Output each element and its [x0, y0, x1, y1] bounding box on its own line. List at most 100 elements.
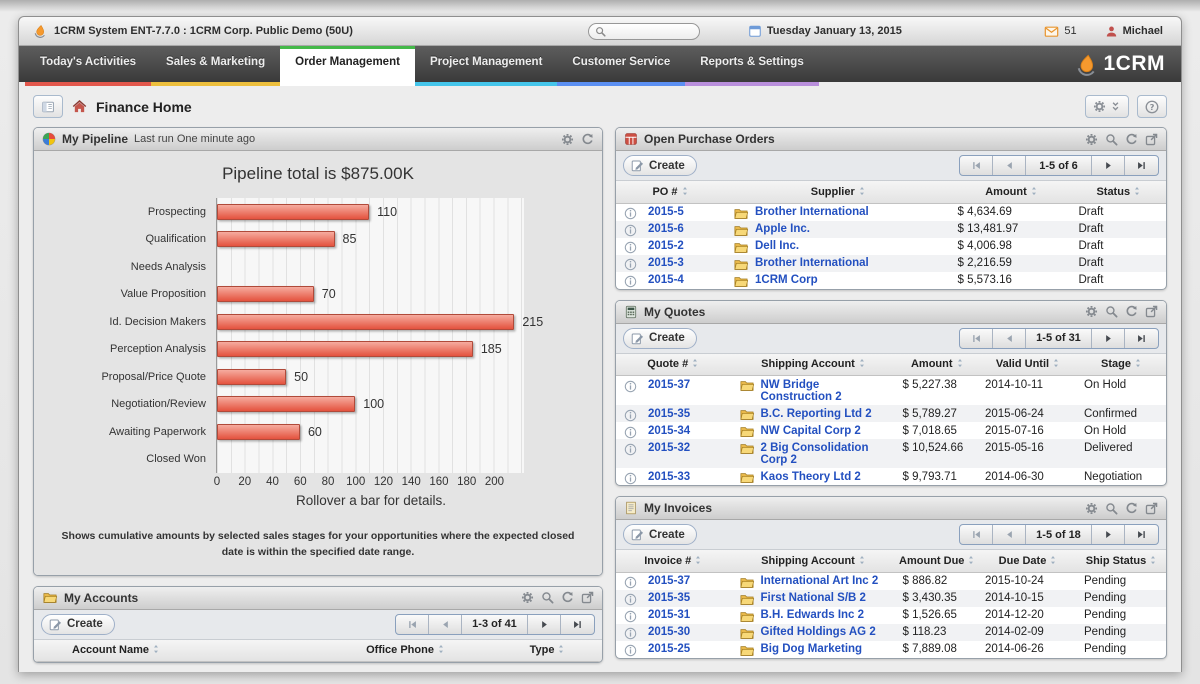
record-link[interactable]: 2015-32 — [648, 441, 691, 454]
refresh-icon[interactable] — [561, 591, 574, 604]
column-header[interactable]: Valid Until — [979, 353, 1078, 376]
folder-icon[interactable] — [733, 224, 749, 238]
column-header[interactable]: Due Date — [979, 550, 1078, 573]
info-icon[interactable] — [624, 610, 637, 623]
folder-icon[interactable] — [739, 379, 755, 393]
info-icon[interactable] — [624, 472, 637, 485]
nav-tab[interactable]: Project Management — [414, 46, 558, 86]
record-link[interactable]: 2015-37 — [648, 575, 691, 587]
account-link[interactable]: Kaos Theory Ltd 2 — [760, 470, 861, 483]
column-header[interactable]: Shipping Account — [731, 353, 897, 376]
sort-icon[interactable] — [857, 555, 867, 565]
info-icon[interactable] — [624, 409, 637, 422]
table-row[interactable]: 2015-6 Apple Inc. $ 13,481.97 Draft — [616, 220, 1166, 238]
create-button[interactable]: Create — [41, 613, 115, 635]
nav-tab[interactable]: Sales & Marketing — [151, 46, 281, 86]
chart-bar[interactable]: 70 — [217, 286, 336, 303]
search-input[interactable] — [608, 25, 687, 37]
sidebar-toggle-button[interactable] — [33, 95, 63, 118]
chart-bar[interactable]: 50 — [217, 368, 308, 385]
info-icon[interactable] — [624, 241, 637, 254]
account-link[interactable]: Apple Inc. — [755, 223, 810, 235]
info-icon[interactable] — [624, 380, 637, 393]
date-display[interactable]: Tuesday January 13, 2015 — [748, 24, 902, 38]
pager-next-button[interactable] — [528, 614, 561, 634]
account-link[interactable]: Brother International — [755, 257, 869, 269]
sort-icon[interactable] — [680, 186, 690, 196]
record-link[interactable]: 2015-31 — [648, 609, 691, 621]
folder-icon[interactable] — [733, 241, 749, 255]
info-icon[interactable] — [624, 644, 637, 657]
folder-icon[interactable] — [739, 408, 755, 422]
folder-icon[interactable] — [739, 425, 755, 439]
folder-icon[interactable] — [739, 442, 755, 456]
record-link[interactable]: 2015-2 — [648, 240, 684, 252]
external-link-icon[interactable] — [581, 591, 594, 604]
chart-bar[interactable]: 110 — [217, 203, 397, 220]
column-header[interactable]: Amount — [896, 353, 979, 376]
table-row[interactable]: 2015-37 NW Bridge Construction 2 $ 5,227.3… — [616, 376, 1166, 406]
table-row[interactable]: 2015-33 Kaos Theory Ltd 2 $ 9,793.71 2014-0… — [616, 468, 1166, 485]
pager-first-button[interactable] — [960, 525, 993, 544]
folder-icon[interactable] — [739, 593, 755, 607]
column-header[interactable]: Shipping Account — [731, 550, 897, 573]
account-link[interactable]: NW Capital Corp 2 — [760, 424, 861, 437]
refresh-icon[interactable] — [1125, 305, 1138, 318]
table-row[interactable]: 2015-35 B.C. Reporting Ltd 2 $ 5,789.27 201… — [616, 405, 1166, 422]
record-link[interactable]: 2015-35 — [648, 592, 691, 604]
table-row[interactable]: 2015-31 B.H. Edwards Inc 2 $ 1,526.65 2014-… — [616, 607, 1166, 624]
chart-bar[interactable]: 185 — [217, 341, 502, 358]
gear-icon[interactable] — [561, 133, 574, 146]
info-icon[interactable] — [624, 593, 637, 606]
account-link[interactable]: International Art Inc 2 — [760, 575, 879, 587]
create-button[interactable]: Create — [623, 155, 697, 176]
record-link[interactable]: 2015-25 — [648, 643, 691, 655]
account-link[interactable]: Dell Inc. — [755, 240, 800, 252]
account-link[interactable]: B.H. Edwards Inc 2 — [760, 609, 865, 621]
folder-icon[interactable] — [739, 610, 755, 624]
sort-icon[interactable] — [1051, 358, 1061, 368]
sort-icon[interactable] — [1048, 555, 1058, 565]
account-link[interactable]: 2 Big Consolidation Corp 2 — [760, 441, 869, 466]
search-icon[interactable] — [541, 591, 554, 604]
gear-icon[interactable] — [521, 591, 534, 604]
record-link[interactable]: 2015-3 — [648, 257, 684, 269]
table-row[interactable]: 2015-32 2 Big Consolidation Corp 2 $ 10,52… — [616, 439, 1166, 468]
info-icon[interactable] — [624, 426, 637, 439]
search-icon[interactable] — [1105, 133, 1118, 146]
dashboard-settings-button[interactable] — [1085, 95, 1129, 118]
table-row[interactable]: 2015-4 1CRM Corp $ 5,573.16 Draft — [616, 272, 1166, 289]
table-row[interactable]: 2015-34 NW Capital Corp 2 $ 7,018.65 2015-0… — [616, 422, 1166, 439]
sort-icon[interactable] — [1148, 555, 1158, 565]
column-header[interactable]: Invoice # — [616, 550, 732, 573]
mailbox-indicator[interactable]: 51 — [1044, 24, 1077, 39]
sort-icon[interactable] — [436, 644, 446, 654]
record-link[interactable]: 2015-4 — [648, 274, 684, 286]
external-link-icon[interactable] — [1145, 305, 1158, 318]
create-button[interactable]: Create — [623, 524, 697, 545]
account-link[interactable]: NW Bridge Construction 2 — [760, 378, 842, 403]
external-link-icon[interactable] — [1145, 502, 1158, 515]
folder-icon[interactable] — [739, 471, 755, 485]
pager-prev-button[interactable] — [429, 614, 462, 634]
column-header[interactable]: Stage — [1078, 353, 1166, 376]
chart-bar[interactable]: 215 — [217, 313, 543, 330]
column-header[interactable]: Status — [1072, 181, 1166, 204]
sort-icon[interactable] — [556, 644, 566, 654]
pager-first-button[interactable] — [960, 156, 993, 175]
pager-prev-button[interactable] — [993, 525, 1026, 544]
column-header[interactable]: Account Name — [34, 639, 318, 663]
pager-first-button[interactable] — [960, 328, 993, 348]
pager-last-button[interactable] — [1125, 525, 1158, 544]
pager-first-button[interactable] — [396, 614, 429, 634]
column-header[interactable]: PO # — [616, 181, 726, 204]
folder-icon[interactable] — [733, 207, 749, 221]
info-icon[interactable] — [624, 224, 637, 237]
info-icon[interactable] — [624, 258, 637, 271]
pager-last-button[interactable] — [561, 615, 594, 634]
table-row[interactable]: 2015-25 Big Dog Marketing $ 7,889.08 2014-0… — [616, 641, 1166, 658]
account-link[interactable]: Brother International — [755, 206, 869, 218]
record-link[interactable]: 2015-33 — [648, 470, 691, 483]
refresh-icon[interactable] — [1125, 133, 1138, 146]
record-link[interactable]: 2015-6 — [648, 223, 684, 235]
